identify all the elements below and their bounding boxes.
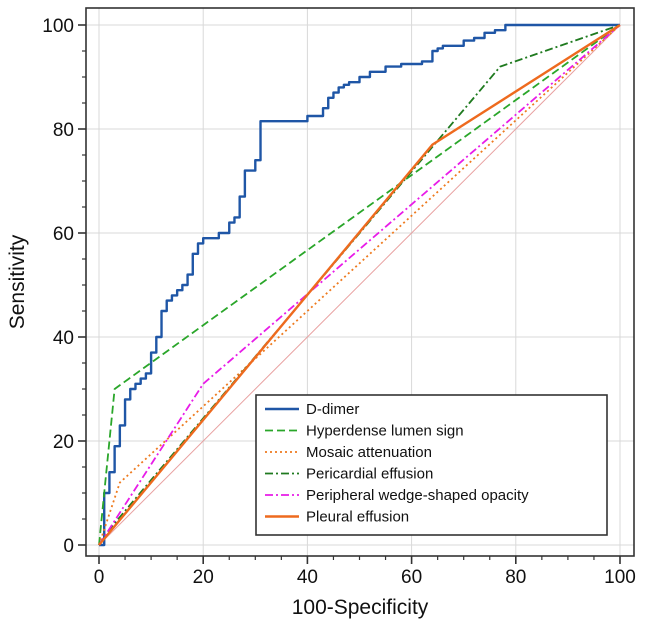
x-tick-label: 100 — [604, 567, 636, 588]
x-axis-title: 100-Specificity — [292, 596, 429, 619]
legend-label-1: Hyperdense lumen sign — [306, 423, 464, 440]
series-line-0 — [99, 23, 620, 547]
x-tick-label: 20 — [193, 567, 214, 588]
y-axis-title: Sensitivity — [6, 234, 29, 329]
legend-label-0: D-dimer — [306, 401, 359, 418]
x-tick-label: 80 — [505, 567, 526, 588]
legend-label-3: Pericardial effusion — [306, 466, 433, 483]
legend-items: D-dimer Hyperdense lumen sign Mosaic atten… — [265, 401, 529, 526]
legend-label-2: Mosaic attenuation — [306, 444, 432, 461]
x-tick-label: 0 — [94, 567, 105, 588]
y-tick-label: 60 — [53, 224, 74, 245]
legend-label-5: Pleural effusion — [306, 509, 409, 526]
reference-diagonal-line — [98, 24, 621, 546]
y-tick-label: 80 — [53, 120, 74, 141]
y-tick-label: 0 — [63, 536, 74, 557]
legend-box — [255, 394, 608, 536]
axis-ticks: 0 20 40 60 80 100 0 20 40 60 80 100 — [42, 16, 636, 588]
y-tick-label: 100 — [42, 16, 74, 37]
series-line-1 — [98, 24, 621, 546]
legend-label-4: Peripheral wedge-shaped opacity — [306, 487, 529, 504]
y-tick-label: 20 — [53, 432, 74, 453]
x-tick-label: 60 — [401, 567, 422, 588]
series-lines — [98, 23, 621, 547]
series-line-2 — [98, 24, 621, 546]
x-tick-label: 40 — [297, 567, 318, 588]
series-line-5 — [98, 23, 621, 546]
legend: D-dimer Hyperdense lumen sign Mosaic atten… — [255, 394, 608, 536]
y-tick-label: 40 — [53, 328, 74, 349]
